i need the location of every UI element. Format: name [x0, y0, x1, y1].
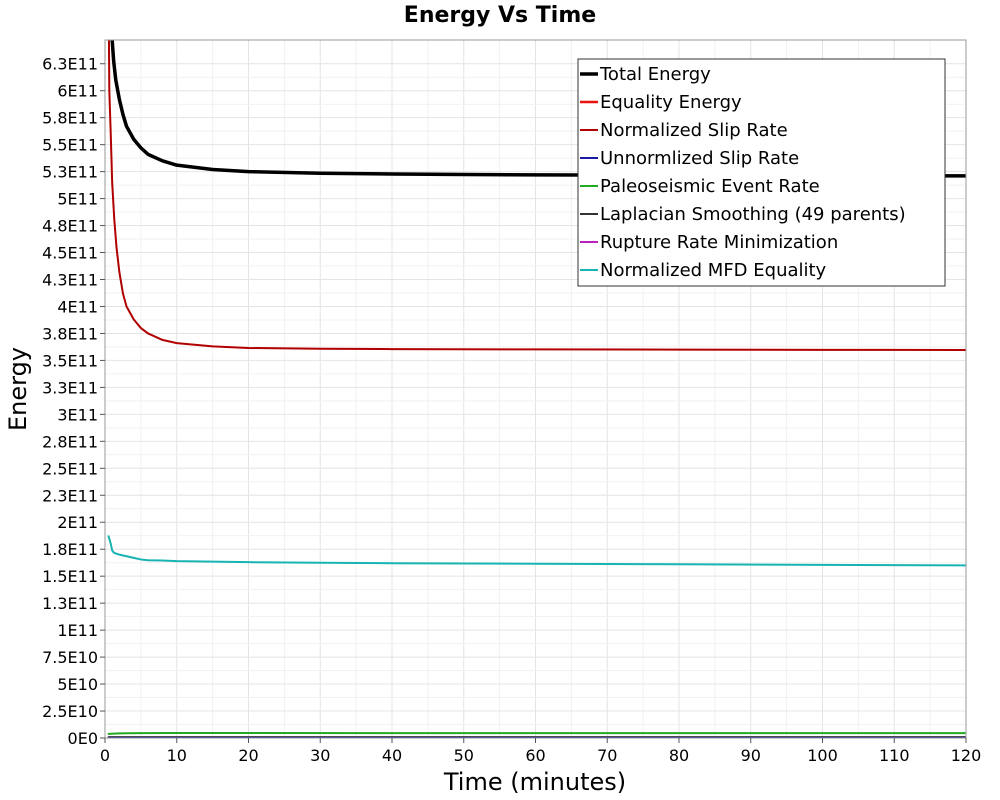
- y-axis-label: Energy: [4, 347, 32, 431]
- x-axis-label: Time (minutes): [443, 768, 626, 796]
- series-line-total-energy: [110, 40, 966, 178]
- x-tick-label: 40: [382, 746, 402, 765]
- series-line-normalized-slip-rate: [107, 40, 966, 351]
- y-tick-label: 2.5E11: [42, 459, 98, 478]
- legend-label: Rupture Rate Minimization: [600, 232, 838, 253]
- legend-label: Total Energy: [599, 64, 711, 85]
- x-tick-label: 50: [454, 746, 474, 765]
- y-tick-label: 5E11: [57, 190, 98, 209]
- legend: Total Energy Equality Energy Normalized Sl…: [577, 58, 946, 287]
- series-line-normalized-mfd-equality: [107, 535, 966, 567]
- chart-title: Energy Vs Time: [404, 3, 596, 28]
- y-tick-label: 2.5E10: [42, 702, 98, 721]
- y-tick-label: 6.3E11: [42, 55, 98, 74]
- x-tick-label: 80: [669, 746, 689, 765]
- x-tick-label: 110: [879, 746, 910, 765]
- grid: [104, 40, 967, 739]
- y-tick-label: 4.3E11: [42, 270, 98, 289]
- x-tick-label: 0: [100, 746, 110, 765]
- y-tick-label: 3.8E11: [42, 324, 98, 343]
- legend-label: Normalized Slip Rate: [600, 120, 788, 141]
- x-tick-label: 60: [525, 746, 545, 765]
- series-line-paleoseismic-event-rate: [107, 732, 966, 735]
- y-axis: 0E0 2.5E10 5E10 7.5E10 1E11 1.3E11 1.5E11 1.8E1…: [42, 55, 105, 748]
- legend-label: Laplacian Smoothing (49 parents): [600, 204, 906, 225]
- y-tick-label: 3E11: [57, 405, 98, 424]
- y-tick-label: 1.3E11: [42, 594, 98, 613]
- y-tick-label: 5.3E11: [42, 163, 98, 182]
- y-tick-label: 2E11: [57, 513, 98, 532]
- y-tick-label: 4.8E11: [42, 217, 98, 236]
- x-tick-label: 30: [310, 746, 330, 765]
- y-tick-label: 5.5E11: [42, 136, 98, 155]
- y-tick-label: 2.8E11: [42, 432, 98, 451]
- x-tick-label: 100: [807, 746, 838, 765]
- x-axis: 0 10 20 30 40 50 60 70 80 90 100 110 120: [100, 738, 981, 765]
- legend-label: Normalized MFD Equality: [600, 260, 827, 281]
- legend-label: Paleoseismic Event Rate: [600, 176, 820, 197]
- y-tick-label: 5E10: [57, 675, 98, 694]
- legend-items: Total Energy Equality Energy Normalized Sl…: [580, 64, 906, 281]
- y-tick-label: 2.3E11: [42, 486, 98, 505]
- y-tick-label: 4E11: [57, 297, 98, 316]
- y-tick-label: 6E11: [57, 82, 98, 101]
- y-tick-label: 7.5E10: [42, 648, 98, 667]
- x-tick-label: 90: [741, 746, 761, 765]
- y-tick-label: 1E11: [57, 621, 98, 640]
- y-tick-label: 4.5E11: [42, 244, 98, 263]
- x-tick-label: 70: [597, 746, 617, 765]
- y-tick-label: 3.5E11: [42, 351, 98, 370]
- y-tick-label: 3.3E11: [42, 378, 98, 397]
- x-tick-label: 120: [951, 746, 982, 765]
- y-tick-label: 1.5E11: [42, 567, 98, 586]
- y-tick-label: 5.8E11: [42, 109, 98, 128]
- x-tick-label: 20: [238, 746, 258, 765]
- y-tick-label: 0E0: [68, 729, 98, 748]
- legend-box: [577, 58, 946, 287]
- x-tick-label: 10: [167, 746, 187, 765]
- y-tick-label: 1.8E11: [42, 540, 98, 559]
- legend-label: Equality Energy: [600, 92, 742, 113]
- legend-label: Unnormlized Slip Rate: [600, 148, 799, 169]
